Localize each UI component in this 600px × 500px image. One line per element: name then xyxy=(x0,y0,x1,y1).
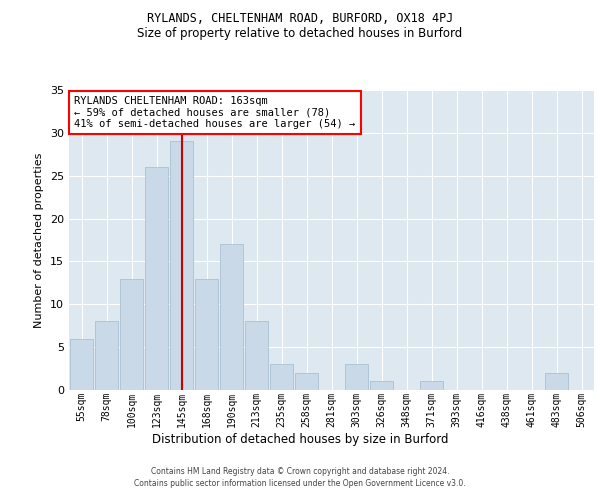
Bar xyxy=(95,322,118,390)
Bar xyxy=(370,382,393,390)
Bar xyxy=(270,364,293,390)
Y-axis label: Number of detached properties: Number of detached properties xyxy=(34,152,44,328)
Text: RYLANDS, CHELTENHAM ROAD, BURFORD, OX18 4PJ: RYLANDS, CHELTENHAM ROAD, BURFORD, OX18 … xyxy=(147,12,453,26)
Bar xyxy=(345,364,368,390)
Bar xyxy=(420,382,443,390)
Bar xyxy=(545,373,568,390)
Bar xyxy=(170,142,193,390)
Bar xyxy=(195,278,218,390)
Text: Size of property relative to detached houses in Burford: Size of property relative to detached ho… xyxy=(137,28,463,40)
Bar xyxy=(220,244,243,390)
Bar xyxy=(295,373,318,390)
Text: Contains HM Land Registry data © Crown copyright and database right 2024.
Contai: Contains HM Land Registry data © Crown c… xyxy=(134,466,466,487)
Bar xyxy=(70,338,93,390)
Text: RYLANDS CHELTENHAM ROAD: 163sqm
← 59% of detached houses are smaller (78)
41% of: RYLANDS CHELTENHAM ROAD: 163sqm ← 59% of… xyxy=(74,96,355,129)
Bar xyxy=(120,278,143,390)
Bar xyxy=(245,322,268,390)
Text: Distribution of detached houses by size in Burford: Distribution of detached houses by size … xyxy=(152,432,448,446)
Bar xyxy=(145,167,168,390)
